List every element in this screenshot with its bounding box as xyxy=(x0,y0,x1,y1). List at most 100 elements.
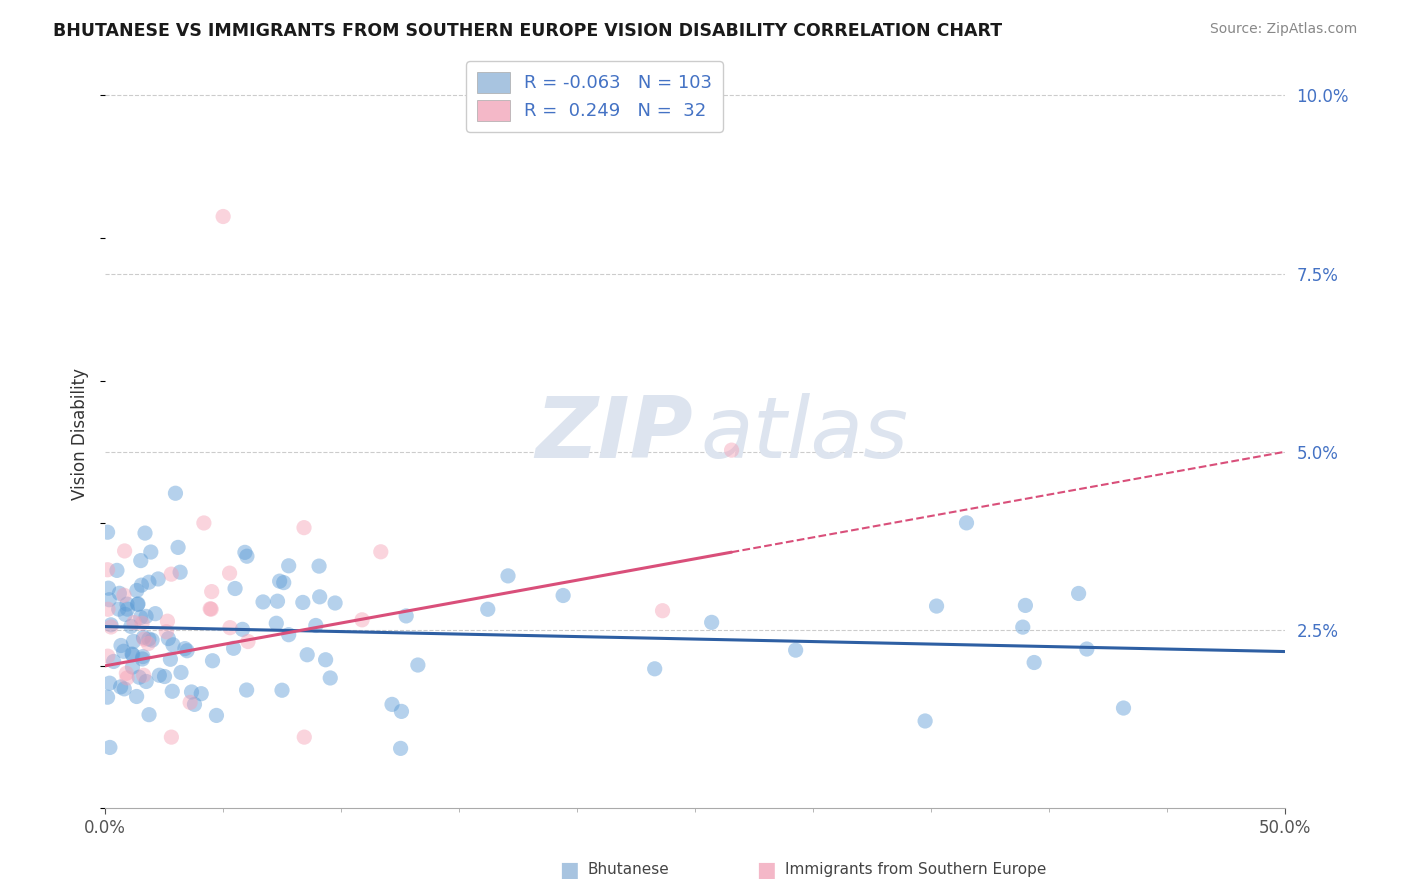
Text: Source: ZipAtlas.com: Source: ZipAtlas.com xyxy=(1209,22,1357,37)
Point xyxy=(176,644,198,658)
Point xyxy=(167,541,190,555)
Point xyxy=(180,685,202,699)
Point xyxy=(114,607,136,622)
Point xyxy=(174,641,197,656)
Point xyxy=(131,652,153,666)
Point xyxy=(129,610,152,624)
Point xyxy=(201,654,224,668)
Point xyxy=(319,671,342,685)
Point xyxy=(148,668,170,682)
Point xyxy=(219,621,242,635)
Point xyxy=(110,680,132,694)
Point xyxy=(193,516,215,530)
Point xyxy=(395,608,418,623)
Point xyxy=(132,668,155,682)
Point xyxy=(134,526,156,541)
Point xyxy=(235,683,257,698)
Point xyxy=(155,624,177,639)
Point xyxy=(97,525,120,540)
Point xyxy=(720,443,742,458)
Point xyxy=(135,609,157,624)
Point xyxy=(201,584,224,599)
Point xyxy=(122,634,145,648)
Point xyxy=(121,648,143,662)
Point xyxy=(143,607,166,621)
Point xyxy=(1014,599,1036,613)
Y-axis label: Vision Disability: Vision Disability xyxy=(72,368,89,500)
Point xyxy=(205,708,228,723)
Point xyxy=(97,602,120,616)
Point xyxy=(200,602,222,616)
Point xyxy=(127,597,149,611)
Point xyxy=(160,567,183,582)
Point xyxy=(117,602,139,616)
Point xyxy=(222,641,245,656)
Point xyxy=(308,590,330,604)
Point xyxy=(146,572,169,586)
Point xyxy=(131,578,153,592)
Point xyxy=(132,649,155,664)
Point xyxy=(785,643,807,657)
Point xyxy=(98,592,121,607)
Point xyxy=(266,616,288,631)
Point xyxy=(198,602,221,616)
Text: BHUTANESE VS IMMIGRANTS FROM SOUTHERN EUROPE VISION DISABILITY CORRELATION CHART: BHUTANESE VS IMMIGRANTS FROM SOUTHERN EU… xyxy=(53,22,1002,40)
Point xyxy=(236,634,259,648)
Point xyxy=(391,705,413,719)
Point xyxy=(553,589,575,603)
Point xyxy=(231,623,253,637)
Point xyxy=(190,687,212,701)
Point xyxy=(112,644,135,658)
Point xyxy=(212,210,235,224)
Point xyxy=(179,695,201,709)
Point xyxy=(136,637,159,651)
Point xyxy=(308,559,330,574)
Point xyxy=(115,671,138,685)
Point xyxy=(305,618,328,632)
Point xyxy=(98,676,121,690)
Point xyxy=(125,690,148,704)
Text: ■: ■ xyxy=(756,860,776,880)
Point xyxy=(651,604,673,618)
Point xyxy=(105,563,128,577)
Point xyxy=(955,516,977,530)
Point xyxy=(183,698,205,712)
Point xyxy=(132,630,155,644)
Point xyxy=(100,620,122,634)
Point xyxy=(389,741,412,756)
Point xyxy=(236,549,259,564)
Point xyxy=(162,684,184,698)
Text: ■: ■ xyxy=(560,860,579,880)
Point xyxy=(925,599,948,613)
Point xyxy=(103,655,125,669)
Point xyxy=(97,581,120,595)
Text: atlas: atlas xyxy=(700,392,908,475)
Point xyxy=(170,665,193,680)
Point xyxy=(277,628,299,642)
Point xyxy=(114,544,136,558)
Point xyxy=(370,545,392,559)
Point xyxy=(97,563,120,577)
Point xyxy=(153,669,176,683)
Point xyxy=(138,575,160,590)
Point xyxy=(292,730,315,744)
Point xyxy=(141,633,163,648)
Text: ZIP: ZIP xyxy=(536,392,693,475)
Point xyxy=(135,674,157,689)
Point xyxy=(162,638,184,652)
Point xyxy=(165,486,187,500)
Point xyxy=(127,597,149,611)
Point xyxy=(218,566,240,581)
Point xyxy=(644,662,666,676)
Point xyxy=(1011,620,1033,634)
Point xyxy=(160,730,183,744)
Point xyxy=(131,616,153,631)
Point xyxy=(252,595,274,609)
Point xyxy=(1076,642,1098,657)
Point xyxy=(156,614,179,628)
Point xyxy=(110,639,132,653)
Text: Bhutanese: Bhutanese xyxy=(588,863,669,877)
Point xyxy=(125,583,148,598)
Point xyxy=(277,558,299,573)
Point xyxy=(129,553,152,567)
